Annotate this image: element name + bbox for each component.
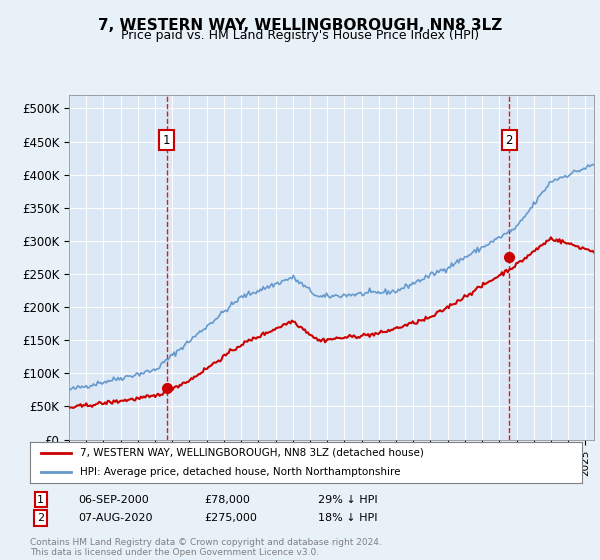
Text: HPI: Average price, detached house, North Northamptonshire: HPI: Average price, detached house, Nort…	[80, 466, 400, 477]
Text: 1: 1	[163, 134, 170, 147]
Text: 7, WESTERN WAY, WELLINGBOROUGH, NN8 3LZ: 7, WESTERN WAY, WELLINGBOROUGH, NN8 3LZ	[98, 18, 502, 33]
Text: 7, WESTERN WAY, WELLINGBOROUGH, NN8 3LZ (detached house): 7, WESTERN WAY, WELLINGBOROUGH, NN8 3LZ …	[80, 448, 424, 458]
Text: Price paid vs. HM Land Registry's House Price Index (HPI): Price paid vs. HM Land Registry's House …	[121, 29, 479, 42]
Text: 06-SEP-2000: 06-SEP-2000	[78, 494, 149, 505]
Text: 07-AUG-2020: 07-AUG-2020	[78, 513, 152, 523]
Text: 29% ↓ HPI: 29% ↓ HPI	[318, 494, 377, 505]
Text: £78,000: £78,000	[204, 494, 250, 505]
Text: £275,000: £275,000	[204, 513, 257, 523]
Text: Contains HM Land Registry data © Crown copyright and database right 2024.
This d: Contains HM Land Registry data © Crown c…	[30, 538, 382, 557]
Text: 2: 2	[506, 134, 513, 147]
Text: 18% ↓ HPI: 18% ↓ HPI	[318, 513, 377, 523]
Text: 2: 2	[37, 513, 44, 523]
Text: 1: 1	[37, 494, 44, 505]
